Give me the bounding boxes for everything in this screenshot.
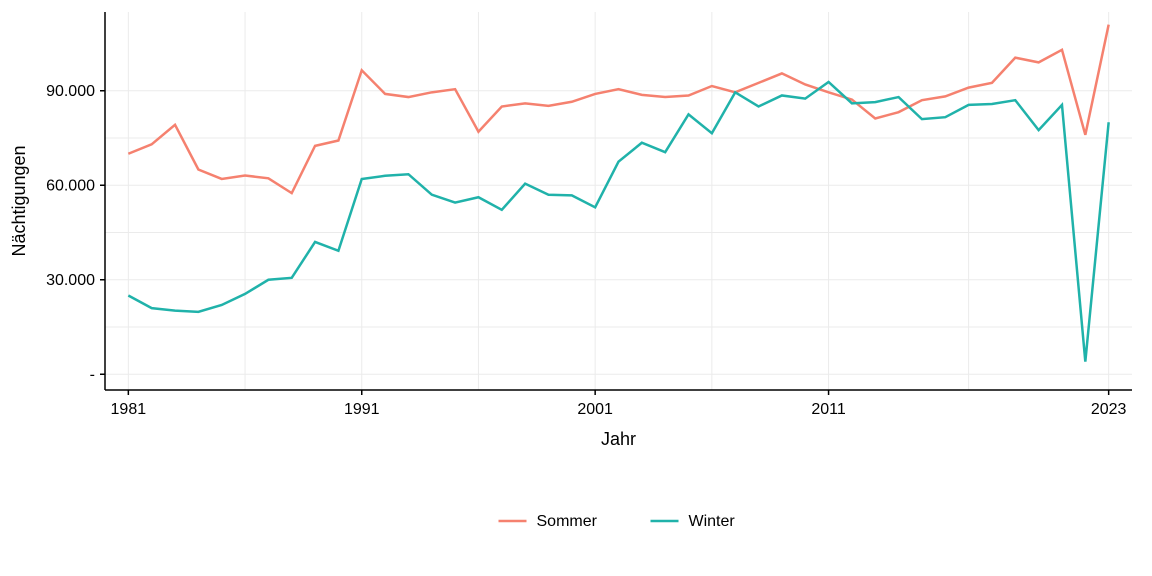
x-axis-title: Jahr <box>601 429 636 449</box>
legend-label: Winter <box>689 513 736 530</box>
x-tick-label: 1991 <box>344 401 380 418</box>
chart-svg: 1981 1991 2001 2011 2023 - 30.000 60.000 90.000 J… <box>0 0 1152 576</box>
y-tick-label: 30.000 <box>46 272 95 289</box>
x-tick-label: 2001 <box>577 401 613 418</box>
legend-label: Sommer <box>537 513 598 530</box>
y-tick-label: - <box>90 366 95 383</box>
x-tick-label: 2023 <box>1091 401 1127 418</box>
x-tick-label: 1981 <box>111 401 147 418</box>
y-tick-label: 60.000 <box>46 177 95 194</box>
x-tick-label: 2011 <box>811 401 846 418</box>
line-chart: 1981 1991 2001 2011 2023 - 30.000 60.000 90.000 J… <box>0 0 1152 576</box>
y-tick-label: 90.000 <box>46 83 95 100</box>
y-axis-title: Nächtigungen <box>9 145 29 256</box>
